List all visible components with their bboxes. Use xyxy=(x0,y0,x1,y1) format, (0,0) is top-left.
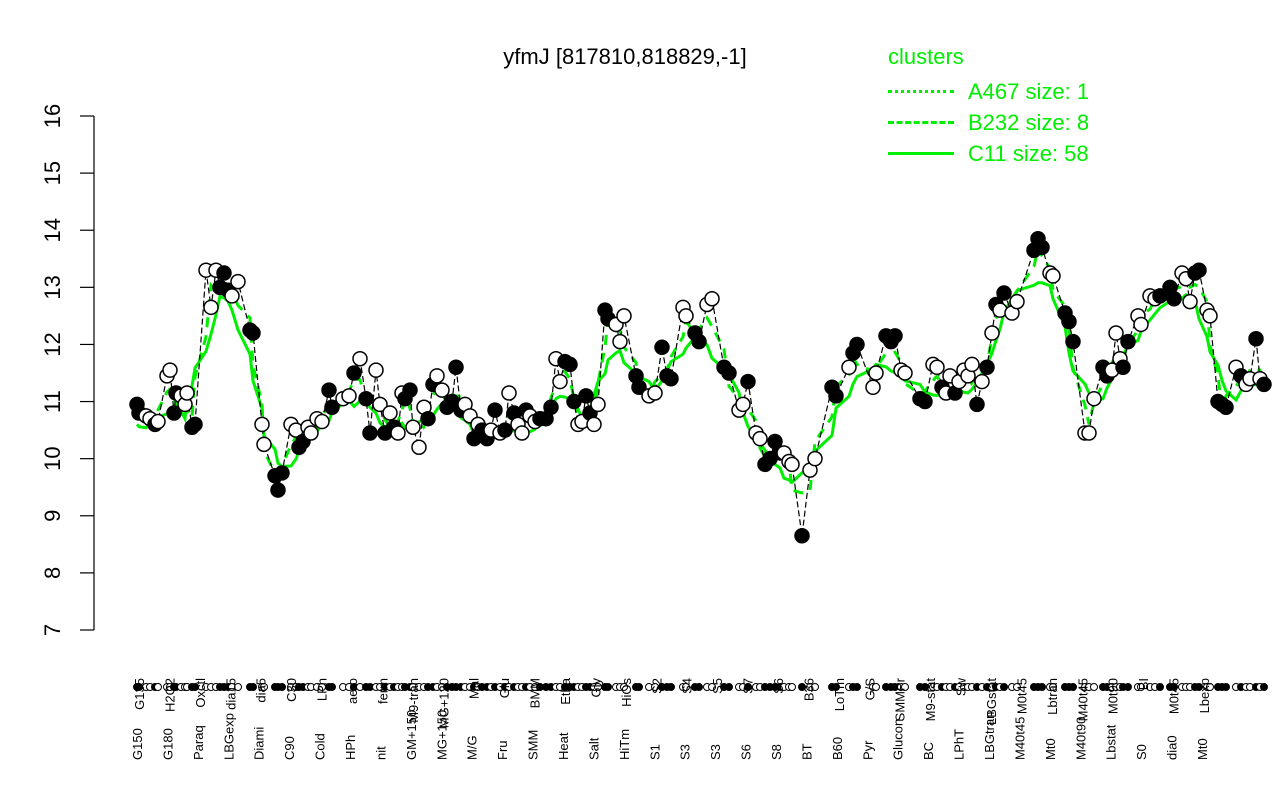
x-axis: G135 H2O2 Oxctl dia15 dia5 C30 LPh aero ferm M9-t… xyxy=(130,677,1268,760)
svg-text:LoTm: LoTm xyxy=(832,678,847,711)
svg-text:S3: S3 xyxy=(708,744,723,760)
legend-entry-b232: B232 size: 8 xyxy=(888,107,1089,138)
svg-text:Lbtran: Lbtran xyxy=(1045,678,1060,715)
svg-text:GM+150: GM+150 xyxy=(404,710,419,760)
svg-text:LBGtran: LBGtran xyxy=(982,712,997,760)
svg-text:S2: S2 xyxy=(649,678,664,694)
svg-text:S6: S6 xyxy=(739,744,754,760)
y-axis: 7 8 9 10 11 12 13 14 15 16 xyxy=(40,104,95,636)
svg-text:S0: S0 xyxy=(1134,744,1149,760)
svg-text:ferm: ferm xyxy=(375,678,390,704)
svg-text:G150: G150 xyxy=(130,728,145,760)
svg-text:BI: BI xyxy=(1136,678,1151,690)
svg-text:Lbstat: Lbstat xyxy=(1104,724,1119,760)
svg-text:11: 11 xyxy=(40,390,65,413)
svg-text:9: 9 xyxy=(40,510,65,522)
svg-text:H2O2: H2O2 xyxy=(162,678,177,712)
svg-text:Heat: Heat xyxy=(556,732,571,760)
svg-text:Salt: Salt xyxy=(586,737,601,760)
svg-text:LBGexp: LBGexp xyxy=(221,713,236,760)
legend-title: clusters xyxy=(888,44,964,69)
svg-text:HiOs: HiOs xyxy=(619,678,634,707)
legend-entry-c11: C11 size: 58 xyxy=(888,138,1089,169)
svg-text:M40t45: M40t45 xyxy=(1012,717,1027,760)
svg-text:HPh: HPh xyxy=(343,735,358,760)
legend: clusters A467 size: 1 B232 size: 8 C11 s… xyxy=(888,44,1089,169)
svg-text:8: 8 xyxy=(40,567,65,579)
svg-text:12: 12 xyxy=(40,332,65,356)
svg-text:S6: S6 xyxy=(771,678,786,694)
svg-text:dia15: dia15 xyxy=(223,678,238,710)
svg-text:16: 16 xyxy=(40,104,65,128)
svg-text:B60: B60 xyxy=(830,737,845,760)
svg-text:Etha: Etha xyxy=(558,677,573,705)
data-line xyxy=(136,237,1265,536)
svg-text:S5: S5 xyxy=(710,678,725,694)
svg-text:Pyr: Pyr xyxy=(860,740,875,760)
svg-text:S4: S4 xyxy=(680,678,695,694)
dashed-line-icon xyxy=(888,121,954,124)
data-points xyxy=(129,231,1272,544)
svg-text:M0t90: M0t90 xyxy=(1106,678,1121,714)
svg-text:LBGstat: LBGstat xyxy=(984,678,999,725)
svg-text:S8: S8 xyxy=(769,744,784,760)
dotted-line-icon xyxy=(888,90,954,93)
svg-text:M9-tran: M9-tran xyxy=(406,678,421,723)
svg-text:Glucon: Glucon xyxy=(891,719,906,760)
svg-text:Mt0: Mt0 xyxy=(1195,738,1210,760)
svg-text:M40t90: M40t90 xyxy=(1073,717,1088,760)
svg-text:Fru: Fru xyxy=(495,741,510,761)
svg-text:C30: C30 xyxy=(284,678,299,702)
svg-text:Oxctl: Oxctl xyxy=(193,678,208,708)
svg-text:nit: nit xyxy=(373,746,388,760)
svg-text:aero: aero xyxy=(345,678,360,704)
svg-text:LPh: LPh xyxy=(315,678,330,701)
svg-text:Mal: Mal xyxy=(467,678,482,699)
solid-line-icon xyxy=(888,152,954,155)
svg-text:LPhT: LPhT xyxy=(952,729,967,760)
svg-text:M0t45: M0t45 xyxy=(1167,678,1182,714)
svg-text:Glu: Glu xyxy=(497,678,512,698)
cluster-lines xyxy=(135,243,1266,495)
svg-text:Sw: Sw xyxy=(954,677,969,696)
svg-text:G180: G180 xyxy=(160,728,175,760)
svg-text:BT: BT xyxy=(799,743,814,760)
svg-text:14: 14 xyxy=(40,218,65,242)
svg-text:M9-stat: M9-stat xyxy=(923,678,938,722)
svg-text:HiTm: HiTm xyxy=(617,729,632,760)
svg-text:SMMPr: SMMPr xyxy=(893,677,908,721)
svg-text:7: 7 xyxy=(40,624,65,636)
svg-text:M40t45: M40t45 xyxy=(1075,678,1090,721)
svg-text:Paraq: Paraq xyxy=(191,725,206,760)
svg-text:15: 15 xyxy=(40,161,65,185)
svg-text:dia5: dia5 xyxy=(254,678,269,703)
svg-text:C90: C90 xyxy=(282,736,297,760)
svg-text:Mt0: Mt0 xyxy=(1043,738,1058,760)
svg-text:Cold: Cold xyxy=(313,733,328,760)
svg-text:S3: S3 xyxy=(678,744,693,760)
svg-text:Lbexp: Lbexp xyxy=(1197,678,1212,713)
svg-text:M0t45: M0t45 xyxy=(1014,678,1029,714)
svg-text:G/S: G/S xyxy=(862,678,877,701)
svg-text:B36: B36 xyxy=(801,678,816,701)
svg-text:10: 10 xyxy=(40,446,65,470)
svg-text:Diami: Diami xyxy=(252,727,267,760)
svg-text:BC: BC xyxy=(921,742,936,760)
svg-text:MG+150: MG+150 xyxy=(434,710,449,760)
svg-text:SMM: SMM xyxy=(526,730,541,760)
svg-text:S1: S1 xyxy=(647,744,662,760)
svg-text:M/G: M/G xyxy=(465,735,480,760)
svg-text:dia0: dia0 xyxy=(1165,735,1180,760)
svg-text:S7: S7 xyxy=(741,678,756,694)
svg-text:G135: G135 xyxy=(132,678,147,710)
chart-title: yfmJ [817810,818829,-1] xyxy=(503,44,747,69)
svg-text:BMM: BMM xyxy=(528,678,543,708)
svg-text:MG+120: MG+120 xyxy=(436,678,451,728)
svg-text:Gly: Gly xyxy=(588,678,603,698)
legend-entry-a467: A467 size: 1 xyxy=(888,76,1089,107)
svg-text:13: 13 xyxy=(40,275,65,299)
